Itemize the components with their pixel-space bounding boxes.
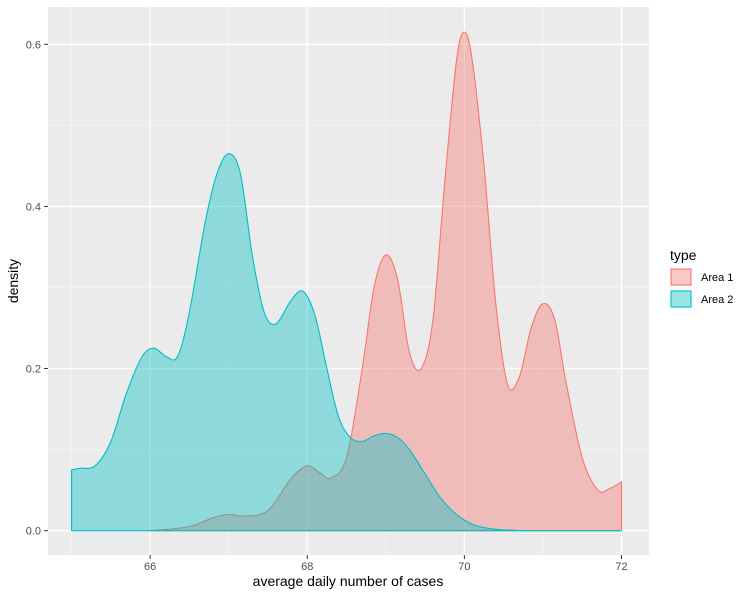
x-tick-label: 68 xyxy=(301,561,313,573)
legend: type Area 1 Area 2 xyxy=(670,247,733,308)
x-axis-title: average daily number of cases xyxy=(253,573,444,589)
x-tick-label: 66 xyxy=(144,561,156,573)
density-area-2 xyxy=(71,153,622,531)
x-tick-label: 72 xyxy=(615,561,627,573)
density-areas xyxy=(71,31,623,532)
y-tick-label: 0.4 xyxy=(26,201,41,213)
legend-label-1: Area 1 xyxy=(701,272,733,284)
legend-swatch-2 xyxy=(670,290,692,308)
legend-key-2 xyxy=(670,290,692,308)
legend-title: type xyxy=(670,247,697,263)
x-axis-ticks: 66 68 70 72 xyxy=(144,555,628,573)
legend-label-2: Area 2 xyxy=(701,294,733,306)
legend-swatch-1 xyxy=(670,268,692,286)
y-axis-ticks: 0.0 0.2 0.4 0.6 xyxy=(26,39,48,538)
minor-gridlines xyxy=(48,7,649,555)
y-tick-label: 0.2 xyxy=(26,364,41,376)
plot-panel xyxy=(48,7,649,555)
y-axis-title: density xyxy=(5,259,21,303)
y-tick-label: 0.0 xyxy=(26,526,41,538)
major-gridlines xyxy=(48,7,649,555)
density-outline-2 xyxy=(71,153,623,532)
density-area-1 xyxy=(150,32,622,531)
density-outline-1 xyxy=(149,31,623,532)
x-tick-label: 70 xyxy=(458,561,470,573)
legend-key-1 xyxy=(670,268,692,286)
y-tick-label: 0.6 xyxy=(26,39,41,51)
